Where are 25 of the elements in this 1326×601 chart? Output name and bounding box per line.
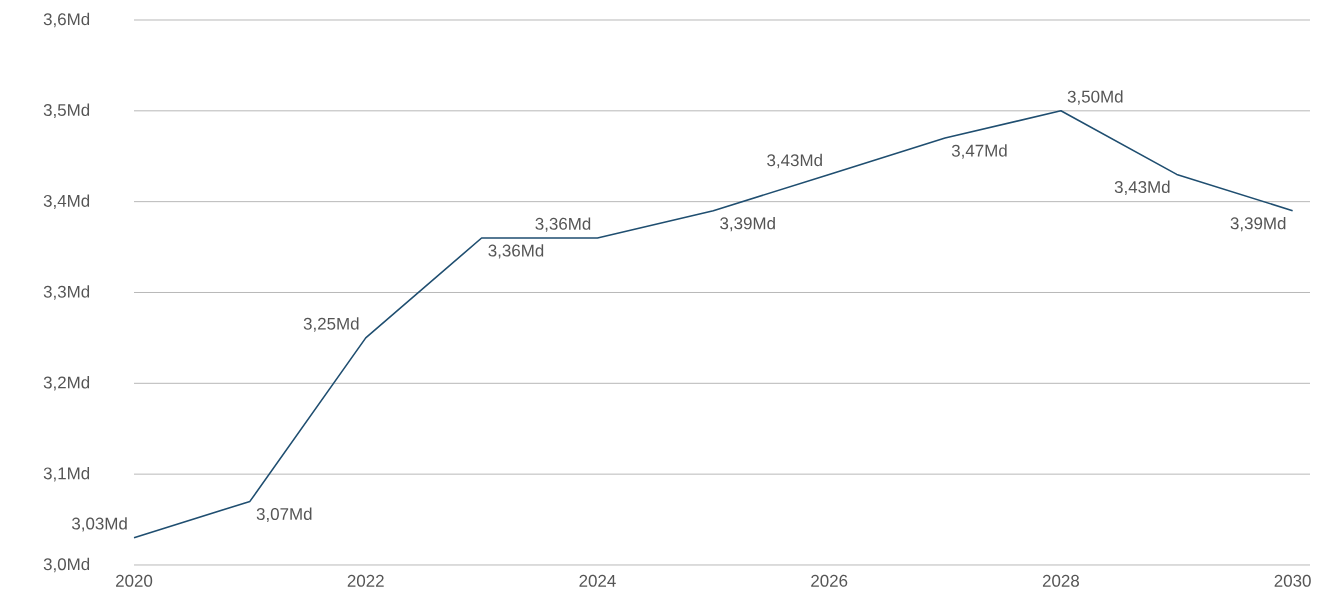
y-tick-label: 3,5Md — [43, 103, 90, 119]
data-label: 3,47Md — [951, 144, 1007, 159]
data-label: 3,43Md — [1114, 180, 1170, 196]
y-tick-label: 3,6Md — [43, 12, 90, 28]
y-tick-label: 3,4Md — [43, 194, 90, 209]
y-tick-label: 3,2Md — [43, 376, 90, 391]
data-label: 3,07Md — [256, 507, 312, 523]
data-label: 3,25Md — [303, 317, 359, 332]
y-tick-label: 3,1Md — [43, 466, 90, 482]
x-tick-label: 2028 — [1042, 574, 1079, 587]
data-label: 3,39Md — [1230, 216, 1286, 232]
data-label: 3,03Md — [71, 517, 127, 532]
data-label: 3,50Md — [1067, 90, 1123, 105]
data-label: 3,43Md — [767, 153, 822, 169]
y-tick-label: 3,0Md — [43, 557, 90, 573]
x-tick-label: 2024 — [579, 574, 616, 587]
x-tick-label: 2022 — [347, 574, 384, 587]
data-label: 3,39Md — [720, 216, 775, 232]
data-label: 3,36Md — [535, 217, 591, 232]
x-tick-label: 2026 — [811, 574, 848, 587]
line-series — [133, 110, 1294, 539]
data-label: 3,36Md — [488, 244, 544, 259]
x-tick-label: 2020 — [116, 574, 153, 587]
x-tick-label: 2030 — [1274, 574, 1311, 587]
y-tick-label: 3,3Md — [43, 285, 90, 300]
